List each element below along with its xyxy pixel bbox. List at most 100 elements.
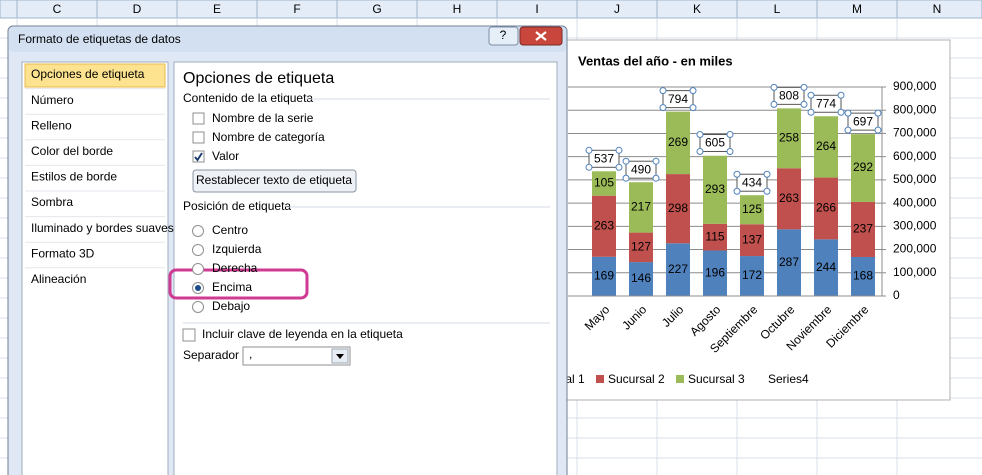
- bar-segment: [629, 262, 653, 296]
- panel-heading: Opciones de etiqueta: [183, 70, 334, 87]
- selection-handle: [844, 109, 852, 117]
- selection-handle: [874, 126, 882, 134]
- checkbox[interactable]: [182, 328, 196, 342]
- nav-item: Número: [31, 93, 74, 107]
- data-label: 169: [594, 269, 614, 283]
- bar-segment: [740, 256, 764, 296]
- section-title: Contenido de la etiqueta: [183, 91, 313, 105]
- data-label: 293: [705, 182, 725, 196]
- selection-handle: [874, 109, 882, 117]
- radio[interactable]: [192, 225, 204, 237]
- legend-label: Sucursal 3: [688, 372, 745, 386]
- column-header: K: [693, 2, 701, 16]
- radio[interactable]: [192, 244, 204, 256]
- total-label: 697: [853, 114, 873, 128]
- column-header: N: [933, 2, 942, 16]
- y-tick-label: 200,000: [893, 242, 937, 256]
- radio[interactable]: [192, 263, 204, 275]
- bar-segment: [629, 232, 653, 263]
- checkbox-label: Incluir clave de leyenda en la etiqueta: [202, 327, 403, 341]
- total-label: 774: [816, 96, 836, 110]
- checkbox-label: Nombre de la serie: [212, 111, 314, 125]
- bar-segment: [666, 174, 690, 244]
- radio-label: Debajo: [212, 299, 250, 313]
- legend-label: Series4: [768, 372, 809, 386]
- data-label: 269: [668, 135, 688, 149]
- data-label: 172: [742, 268, 762, 282]
- bar-segment: [851, 134, 875, 202]
- title-bar: [9, 27, 566, 52]
- y-tick-label: 300,000: [893, 219, 937, 233]
- selection-handle: [652, 157, 660, 165]
- y-tick-label: 900,000: [893, 79, 937, 93]
- selection-handle: [733, 170, 741, 178]
- column-header: I: [535, 2, 538, 16]
- reset-button[interactable]: [192, 169, 357, 193]
- data-label: 127: [631, 240, 651, 254]
- column-header: E: [213, 2, 221, 16]
- data-label: 137: [742, 232, 762, 246]
- selection-handle: [800, 100, 808, 108]
- bar-segment: [592, 195, 616, 257]
- selection-handle: [696, 131, 704, 139]
- y-tick-label: 100,000: [893, 265, 937, 279]
- selection-handle: [807, 91, 815, 99]
- selection-handle: [652, 174, 660, 182]
- selection-handle: [585, 163, 593, 171]
- bar-segment: [666, 243, 690, 296]
- legend-label: Sucursal 2: [608, 372, 665, 386]
- data-label: 125: [742, 202, 762, 216]
- selection-handle: [622, 157, 630, 165]
- y-tick-label: 600,000: [893, 149, 937, 163]
- column-header: D: [133, 2, 142, 16]
- y-tick-label: 400,000: [893, 195, 937, 209]
- bar-segment: [814, 116, 838, 178]
- nav-item: Alineación: [31, 272, 86, 286]
- nav-item: Opciones de etiqueta: [31, 67, 145, 81]
- bar-segment: [740, 224, 764, 257]
- bar-segment: [814, 177, 838, 240]
- help-button[interactable]: [488, 26, 519, 46]
- data-label: 258: [779, 130, 799, 144]
- bar-segment: [777, 108, 801, 169]
- radio[interactable]: [192, 301, 204, 313]
- selection-handle: [763, 170, 771, 178]
- selection-handle: [763, 187, 771, 195]
- data-label: 266: [816, 201, 836, 215]
- nav-selected: [24, 63, 166, 88]
- selection-handle: [733, 187, 741, 195]
- data-label: 168: [853, 269, 873, 283]
- bar-segment: [851, 256, 875, 296]
- checkbox[interactable]: [192, 150, 205, 163]
- selection-handle: [696, 148, 704, 156]
- selection-handle: [726, 148, 734, 156]
- help-button-label: ?: [500, 28, 507, 42]
- checkbox[interactable]: [192, 131, 205, 144]
- bar-segment: [851, 201, 875, 257]
- bar-segment: [777, 229, 801, 296]
- checkbox[interactable]: [192, 112, 205, 125]
- total-label: 808: [779, 89, 799, 103]
- total-label-box: [662, 90, 694, 109]
- section-title: Posición de etiqueta: [183, 199, 291, 213]
- selection-handle: [807, 108, 815, 116]
- y-tick-label: 700,000: [893, 126, 937, 140]
- reset-button-label: Restablecer texto de etiqueta: [196, 173, 352, 187]
- bar-segment: [777, 168, 801, 230]
- data-label: 263: [779, 191, 799, 205]
- data-label: 115: [705, 229, 724, 243]
- selection-handle: [659, 87, 667, 95]
- selection-handle: [800, 83, 808, 91]
- selection-handle: [615, 163, 623, 171]
- total-label-box: [810, 94, 842, 113]
- column-header: G: [372, 2, 381, 16]
- bar-segment: [592, 171, 616, 196]
- nav-item: Sombra: [31, 195, 73, 209]
- total-label: 490: [631, 162, 651, 176]
- bar-segment: [740, 195, 764, 225]
- chart-title: Ventas del año - en miles: [578, 53, 733, 68]
- data-label: 263: [594, 218, 614, 232]
- separator-dropdown[interactable]: [242, 346, 351, 366]
- checkbox-label: Nombre de categoría: [212, 130, 325, 144]
